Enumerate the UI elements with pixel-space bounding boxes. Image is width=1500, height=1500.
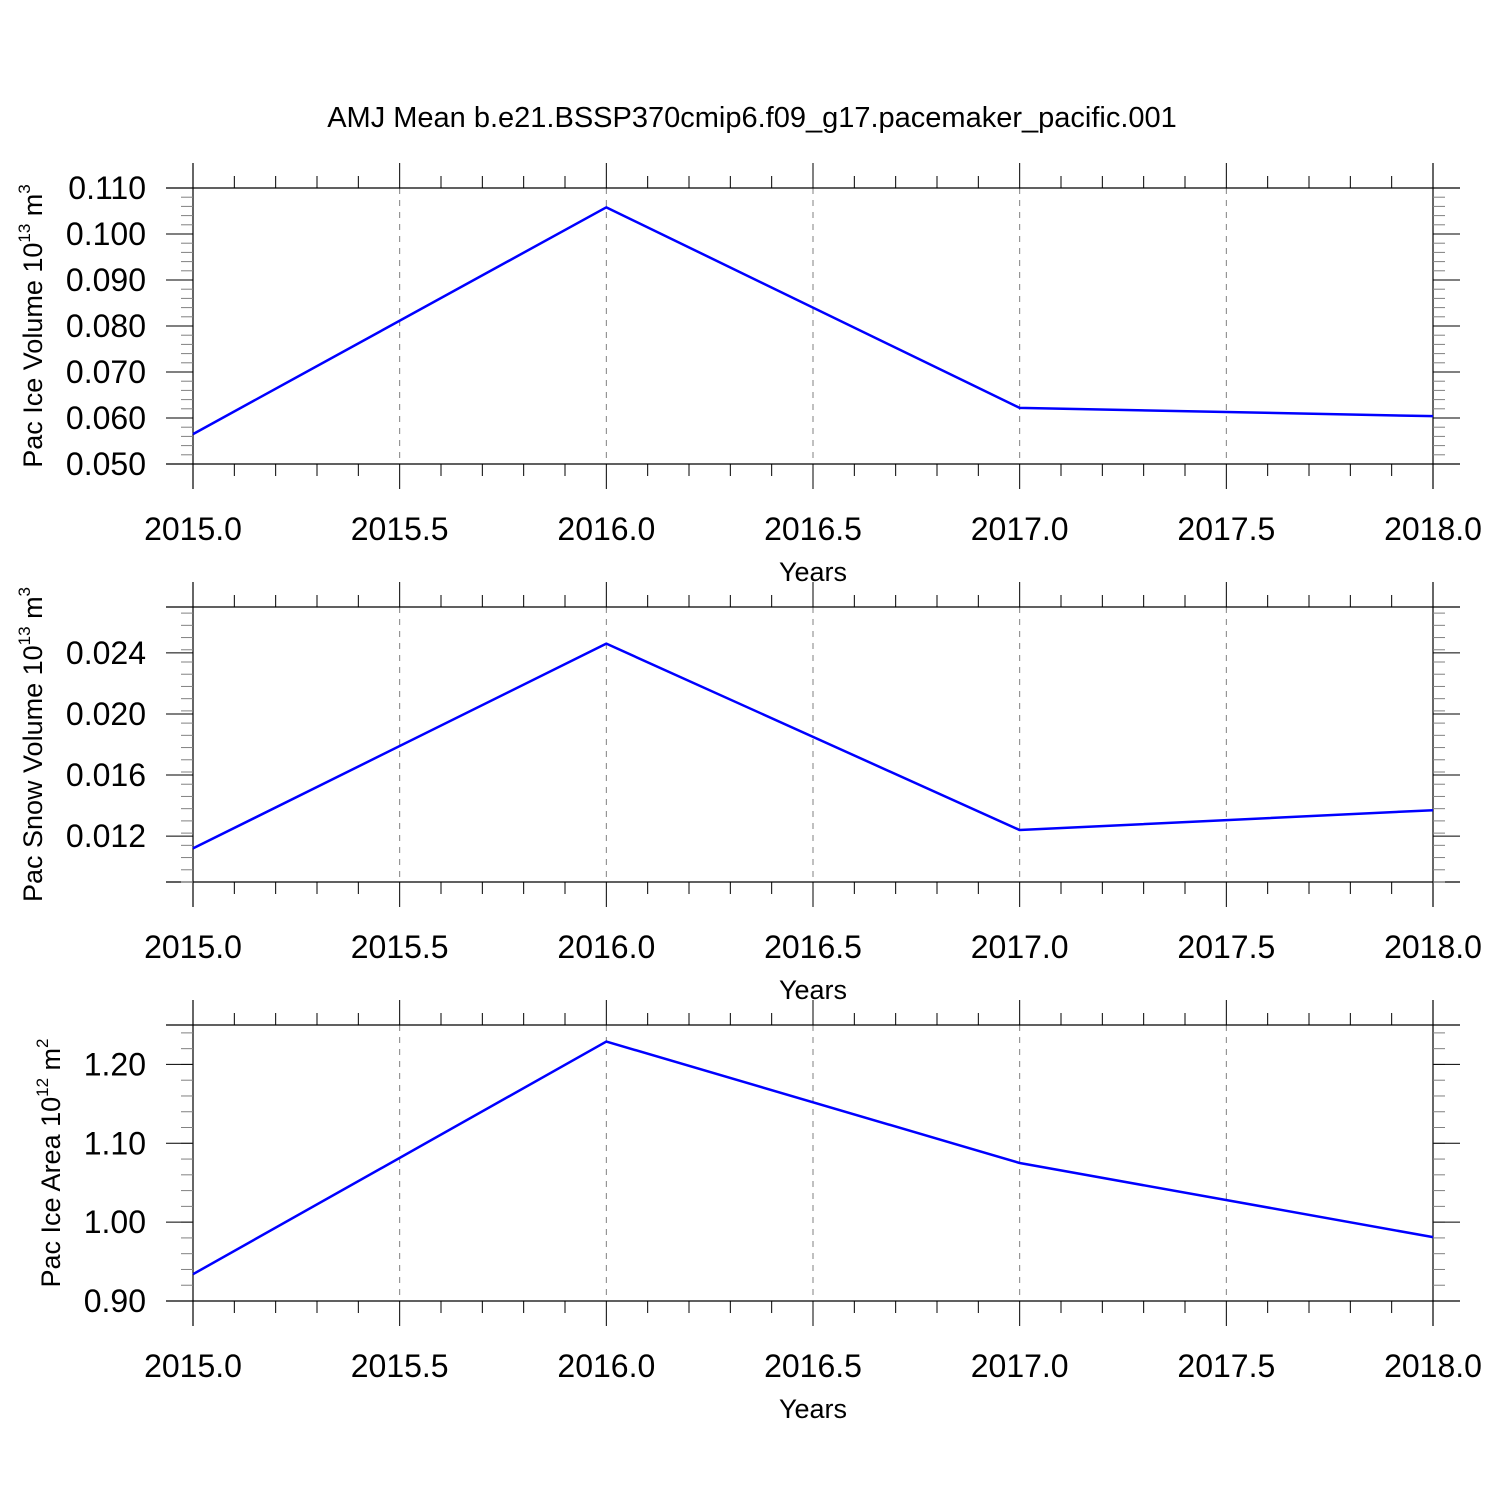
- x-tick-label: 2016.0: [557, 929, 655, 965]
- y-tick-label: 0.90: [84, 1283, 146, 1319]
- x-tick-label: 2015.0: [144, 511, 242, 547]
- x-axis-title: Years: [779, 1394, 847, 1424]
- x-tick-label: 2017.0: [971, 929, 1069, 965]
- x-tick-label: 2018.0: [1384, 511, 1482, 547]
- x-tick-label: 2017.0: [971, 511, 1069, 547]
- y-tick-label: 1.10: [84, 1125, 146, 1161]
- x-tick-label: 2017.5: [1177, 929, 1275, 965]
- x-tick-label: 2016.5: [764, 511, 862, 547]
- panels: 0.050 0.060 0.070 0.080 0.090 0.100 0.110 2015.…: [15, 163, 1482, 1424]
- x-tick-label: 2016.0: [557, 1348, 655, 1384]
- series-line: [192, 642, 1434, 850]
- y-tick-label: 0.080: [66, 308, 146, 344]
- y-tick-label: 1.00: [84, 1204, 146, 1240]
- y-tick-label: 0.090: [66, 262, 146, 298]
- x-tick-label: 2017.5: [1177, 1348, 1275, 1384]
- y-tick-label: 0.070: [66, 354, 146, 390]
- x-tick-label: 2016.0: [557, 511, 655, 547]
- x-tick-label: 2015.5: [351, 511, 449, 547]
- y-axis-title: Pac Snow Volume 1013 m3: [15, 587, 48, 902]
- y-tick-label: 0.100: [66, 216, 146, 252]
- panel-2: 0.012 0.016 0.020 0.024 2015.0 2015.5 2016.0 20…: [15, 582, 1482, 1005]
- x-tick-label: 2015.5: [351, 929, 449, 965]
- y-tick-label: 1.20: [84, 1046, 146, 1082]
- x-tick-label: 2017.0: [971, 1348, 1069, 1384]
- series-line: [192, 1040, 1434, 1276]
- y-axis-title: Pac Ice Volume 1013 m3: [15, 184, 48, 468]
- y-tick-label: 0.012: [66, 818, 146, 854]
- y-axis-title: Pac Ice Area 1012 m2: [33, 1038, 66, 1287]
- x-tick-label: 2016.5: [764, 1348, 862, 1384]
- x-tick-label: 2016.5: [764, 929, 862, 965]
- x-tick-label: 2018.0: [1384, 929, 1482, 965]
- x-tick-label: 2015.0: [144, 929, 242, 965]
- figure-title: AMJ Mean b.e21.BSSP370cmip6.f09_g17.pace…: [327, 102, 1177, 134]
- x-tick-label: 2015.5: [351, 1348, 449, 1384]
- y-tick-label: 0.024: [66, 635, 146, 671]
- x-tick-label: 2015.0: [144, 1348, 242, 1384]
- panel-3: 0.90 1.00 1.10 1.20 2015.0 2015.5 2016.0 2016.5…: [33, 1000, 1482, 1424]
- x-tick-label: 2017.5: [1177, 511, 1275, 547]
- y-tick-label: 0.016: [66, 757, 146, 793]
- y-tick-label: 0.020: [66, 696, 146, 732]
- y-tick-label: 0.050: [66, 446, 146, 482]
- y-tick-label: 0.060: [66, 400, 146, 436]
- y-tick-label: 0.110: [68, 170, 146, 206]
- panel-1: 0.050 0.060 0.070 0.080 0.090 0.100 0.110 2015.…: [15, 163, 1482, 587]
- series-line: [192, 206, 1434, 436]
- x-tick-label: 2018.0: [1384, 1348, 1482, 1384]
